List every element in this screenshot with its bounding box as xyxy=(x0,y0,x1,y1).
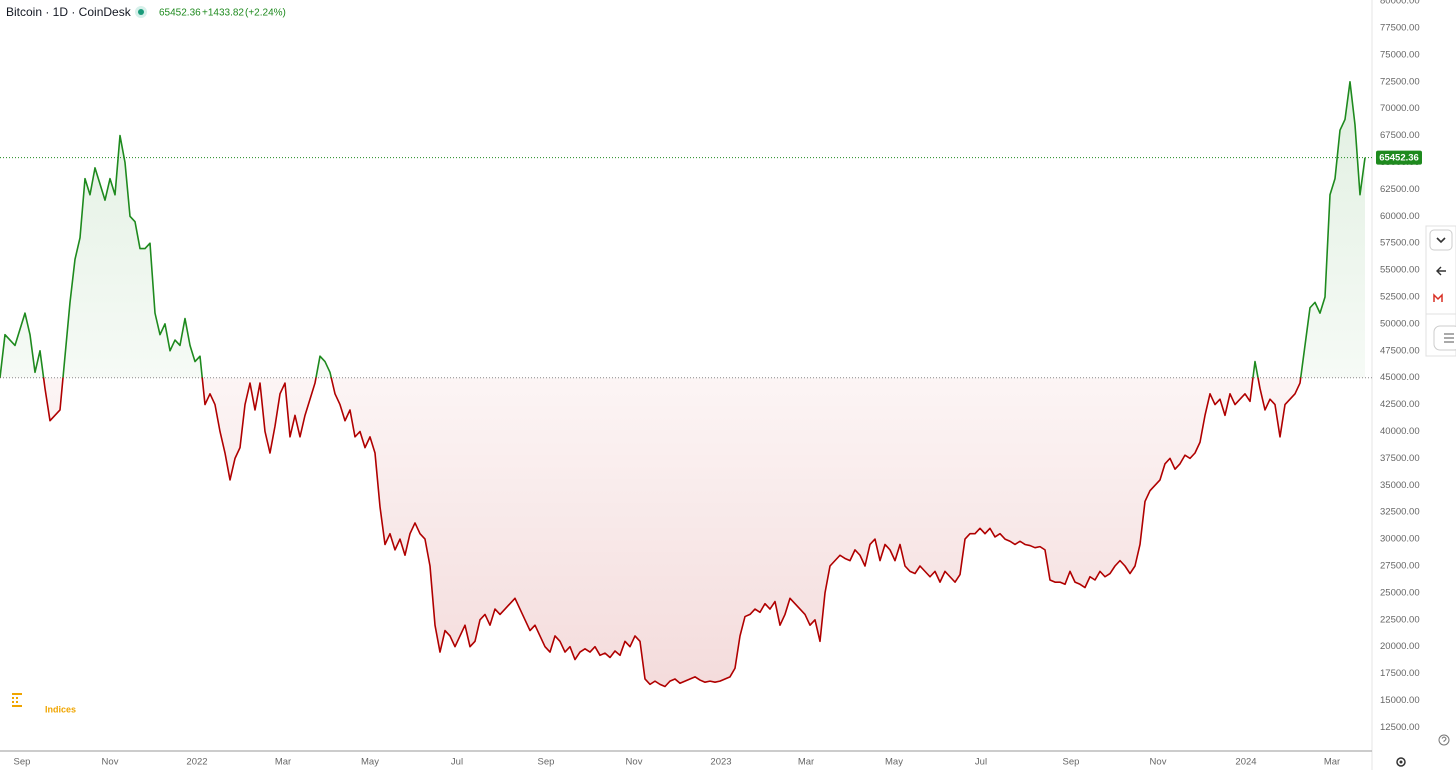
x-tick-label: Jul xyxy=(451,757,463,768)
x-tick-label: Sep xyxy=(14,757,31,768)
y-tick-label: 22500.00 xyxy=(1380,614,1420,625)
chart-title: Bitcoin · 1D · CoinDesk xyxy=(6,5,132,19)
status-dot xyxy=(138,9,144,15)
y-tick-label: 75000.00 xyxy=(1380,49,1420,60)
y-tick-label: 27500.00 xyxy=(1380,561,1420,572)
y-tick-label: 42500.00 xyxy=(1380,399,1420,410)
y-tick-label: 47500.00 xyxy=(1380,345,1420,356)
x-tick-label: Sep xyxy=(1063,757,1080,768)
y-tick-label: 77500.00 xyxy=(1380,22,1420,33)
x-tick-label: 2022 xyxy=(186,757,207,768)
last-price-tag xyxy=(1376,150,1422,165)
price-change: +1433.82 xyxy=(202,8,244,19)
price-line xyxy=(0,80,1366,688)
y-tick-label: 32500.00 xyxy=(1380,507,1420,518)
y-tick-label: 80000.00 xyxy=(1380,0,1420,7)
y-tick-label: 55000.00 xyxy=(1380,265,1420,276)
y-tick-label: 37500.00 xyxy=(1380,453,1420,464)
x-tick-label: 2024 xyxy=(1235,757,1256,768)
collapse-button[interactable] xyxy=(1429,229,1453,251)
x-tick-label: 2023 xyxy=(710,757,731,768)
settings-icon[interactable] xyxy=(1396,757,1406,767)
y-tick-label: 52500.00 xyxy=(1380,292,1420,303)
y-tick-label: 45000.00 xyxy=(1380,372,1420,383)
y-tick-label: 57500.00 xyxy=(1380,238,1420,249)
x-tick-label: May xyxy=(885,757,903,768)
y-tick-label: 25000.00 xyxy=(1380,587,1420,598)
price-change-percent: (+2.24%) xyxy=(245,8,286,19)
y-tick-label: 30000.00 xyxy=(1380,534,1420,545)
back-icon[interactable] xyxy=(1436,266,1446,276)
plot xyxy=(0,80,1372,688)
y-tick-label: 35000.00 xyxy=(1380,480,1420,491)
logo-icon xyxy=(12,693,22,707)
x-tick-label: Mar xyxy=(1324,757,1340,768)
y-tick-label: 50000.00 xyxy=(1380,318,1420,329)
last-price-tag-label: 65452.36 xyxy=(1379,153,1419,164)
x-tick-label: Jul xyxy=(975,757,987,768)
y-tick-label: 12500.00 xyxy=(1380,722,1420,733)
mail-icon[interactable] xyxy=(1433,293,1443,302)
y-tick-label: 67500.00 xyxy=(1380,130,1420,141)
x-tick-label: Nov xyxy=(1150,757,1167,768)
y-tick-label: 62500.00 xyxy=(1380,184,1420,195)
x-tick-label: Nov xyxy=(626,757,643,768)
last-price: 65452.36 xyxy=(159,8,201,19)
x-tick-label: May xyxy=(361,757,379,768)
logo-text: Indices xyxy=(45,704,76,714)
side-panel xyxy=(1425,225,1456,357)
x-tick-label: Nov xyxy=(102,757,119,768)
x-tick-label: Sep xyxy=(538,757,555,768)
y-tick-label: 72500.00 xyxy=(1380,76,1420,87)
y-tick-label: 17500.00 xyxy=(1380,668,1420,679)
y-tick-label: 15000.00 xyxy=(1380,695,1420,706)
help-icon[interactable] xyxy=(1438,734,1450,746)
y-tick-label: 20000.00 xyxy=(1380,641,1420,652)
x-tick-label: Mar xyxy=(798,757,814,768)
y-tick-label: 70000.00 xyxy=(1380,103,1420,114)
y-tick-label: 40000.00 xyxy=(1380,426,1420,437)
y-tick-label: 60000.00 xyxy=(1380,211,1420,222)
baseline-fill xyxy=(0,81,1365,687)
x-tick-label: Mar xyxy=(275,757,291,768)
